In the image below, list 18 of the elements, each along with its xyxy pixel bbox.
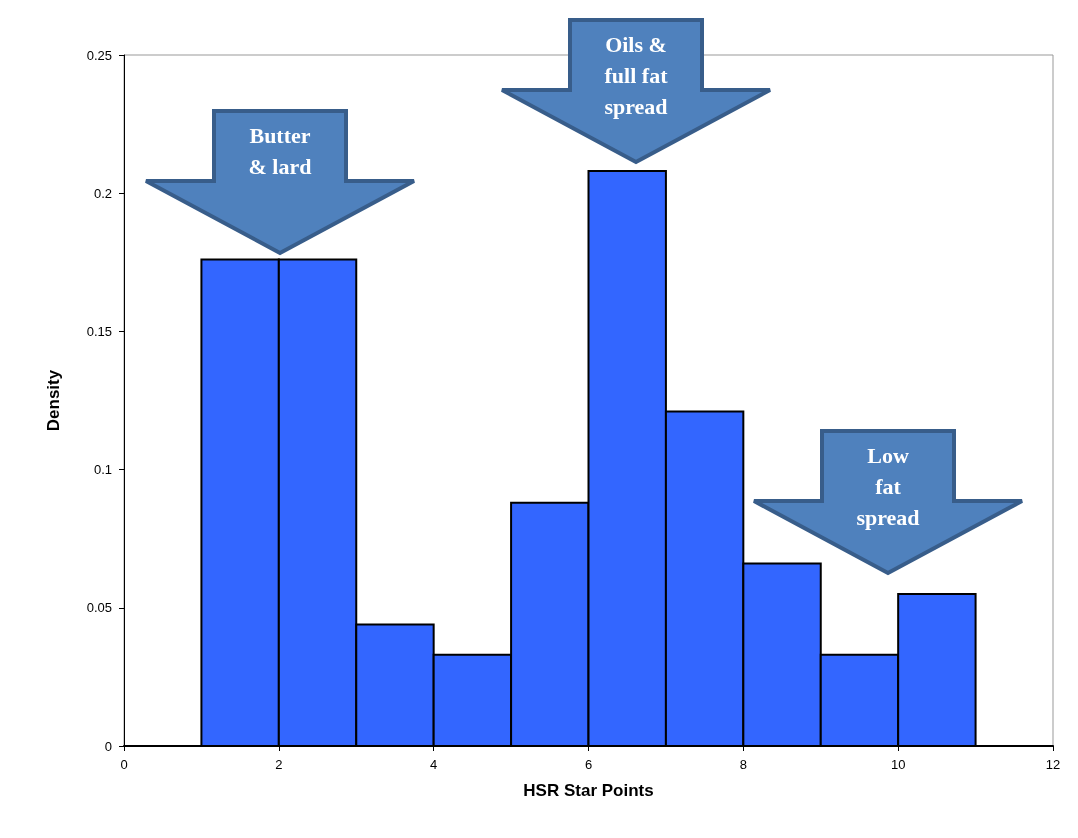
- y-tick-label: 0.2: [93, 185, 112, 201]
- y-tick-label: 0.15: [86, 323, 112, 339]
- x-tick-label: 4: [430, 757, 438, 772]
- y-axis-title: Density: [44, 369, 63, 432]
- x-tick-label: 0: [120, 757, 128, 772]
- x-tick-label: 10: [890, 757, 906, 772]
- annotation: Low fat spread: [856, 443, 920, 530]
- y-tick-label: 0.25: [86, 47, 112, 63]
- x-tick-label: 12: [1045, 757, 1061, 772]
- x-axis-title: HSR Star Points: [523, 781, 654, 800]
- y-tick-label: 0.1: [93, 462, 112, 478]
- annotation: Oils & full fat spread: [604, 32, 669, 119]
- annotation: Butter & lard: [248, 123, 312, 179]
- x-tick-label: 2: [275, 757, 283, 772]
- y-tick-label: 0: [104, 738, 112, 754]
- x-tick-label: 6: [584, 757, 593, 772]
- x-tick-label: 8: [739, 757, 747, 772]
- y-tick-label: 0.05: [86, 600, 112, 616]
